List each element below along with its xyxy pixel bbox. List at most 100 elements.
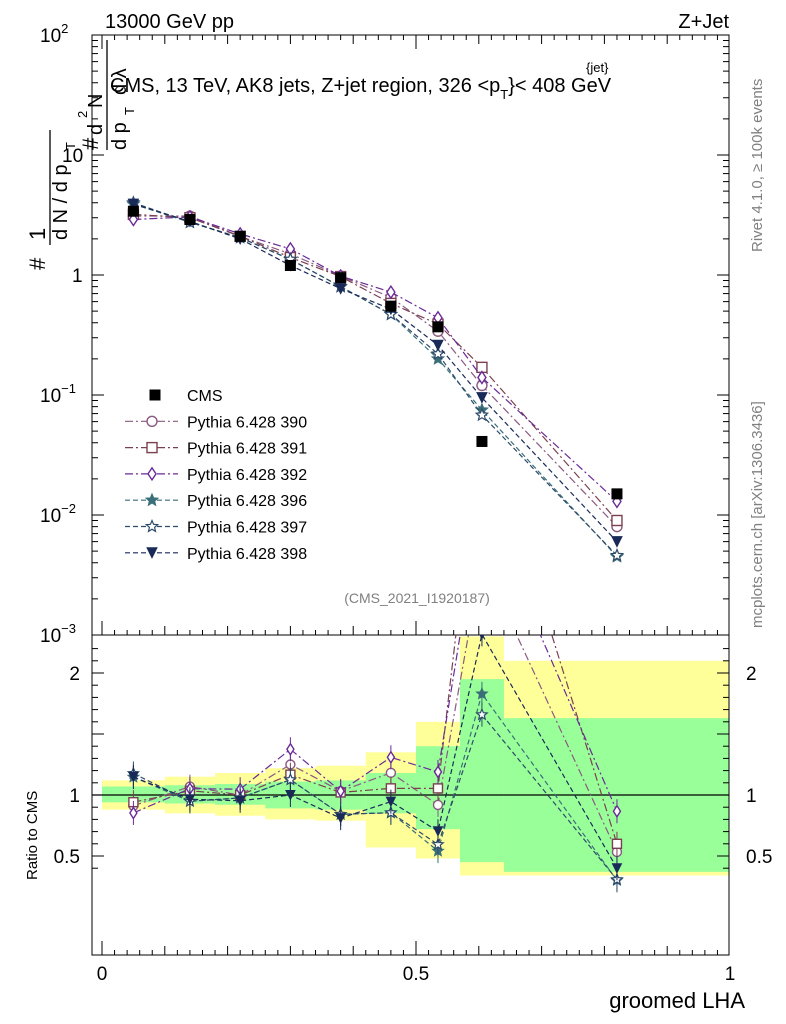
marker-data-square — [432, 321, 444, 333]
marker-diamond — [433, 765, 443, 779]
y-tick-label: 10−1 — [40, 381, 76, 407]
marker-circle — [385, 767, 397, 779]
marker-data-square — [385, 300, 397, 312]
y-tick-exp: 2 — [61, 21, 68, 36]
ratio-uncertainty-bands — [102, 636, 729, 876]
legend-label: Pythia 6.428 397 — [187, 520, 307, 537]
ratio-series — [126, 635, 624, 893]
marker-triangle-down — [184, 794, 196, 805]
ratio-tick-label: 0.5 — [54, 847, 80, 868]
marker-square — [611, 514, 623, 527]
marker-triangle-down — [432, 339, 444, 352]
marker-square — [611, 838, 623, 849]
ratio-tick-label-right: 0.5 — [746, 847, 772, 868]
ratio-tick-label-right: 1 — [746, 786, 757, 807]
marker-star — [283, 772, 298, 786]
marker-triangle-down — [432, 826, 444, 837]
legend-label: Pythia 6.428 392 — [187, 467, 307, 484]
y-tick-base: 10 — [40, 386, 61, 407]
y-tick-exp: −1 — [61, 381, 76, 396]
marker-diamond — [477, 370, 487, 385]
marker-triangle-down — [128, 772, 139, 783]
legend-label-data: CMS — [187, 388, 223, 405]
x-axis-label: groomed LHA — [609, 988, 745, 1013]
marker-diamond — [336, 784, 345, 798]
y-tick-base: 1 — [72, 266, 83, 287]
y-tick-exp: −2 — [61, 501, 76, 516]
marker-diamond — [286, 742, 295, 757]
y-tick-label: 10−2 — [40, 501, 76, 527]
y-tick-base: 10 — [62, 146, 83, 167]
title-sup: {jet} — [586, 60, 609, 75]
ratio-tick-label: 1 — [69, 786, 80, 807]
svg-text:T: T — [122, 107, 137, 115]
svg-text:#: # — [78, 137, 103, 150]
marker-star — [144, 492, 160, 507]
marker-diamond — [386, 284, 396, 300]
x-tick-label: 0 — [97, 964, 108, 985]
marker-triangle-down — [234, 795, 246, 807]
marker-triangle-down — [334, 283, 347, 295]
marker-triangle-down — [285, 790, 296, 801]
marker-star — [474, 407, 490, 422]
legend: CMS Pythia 6.428 390 Pythia 6.428 391 Pythi… — [125, 388, 307, 563]
marker-star — [475, 686, 489, 700]
marker-data-square — [284, 259, 296, 271]
y-tick-label: 10 — [62, 146, 83, 167]
y-tick-label: 10−3 — [40, 621, 76, 647]
marker-square — [432, 783, 444, 794]
svg-text:d: d — [85, 124, 107, 135]
main-series — [126, 195, 625, 563]
ratio-tick-label-right: 2 — [746, 664, 757, 685]
marker-star — [144, 518, 160, 533]
marker-star — [430, 346, 446, 361]
marker-triangle-down — [479, 635, 485, 640]
energy-label: 13000 GeV pp — [105, 11, 234, 33]
marker-circle — [432, 799, 444, 811]
marker-data-square — [184, 214, 196, 226]
y-tick-label: 102 — [40, 21, 68, 47]
y-tick-exp: −3 — [61, 621, 76, 636]
x-tick-label: 0.5 — [403, 964, 429, 985]
svg-text:d λ: d λ — [109, 68, 131, 95]
title-main: CMS, 13 TeV, AK8 jets, Z+jet region, 326… — [110, 75, 500, 97]
analysis-id: (CMS_2021_I1920187) — [344, 590, 490, 606]
process-label: Z+Jet — [678, 11, 729, 33]
marker-data-square — [476, 435, 488, 447]
marker-diamond — [129, 806, 138, 820]
marker-diamond — [386, 750, 396, 765]
mcplots-label: mcplots.cern.ch [arXiv:1306.3436] — [749, 401, 766, 628]
marker-star — [431, 837, 445, 851]
marker-star — [430, 351, 446, 365]
ratio-tick-label: 2 — [69, 664, 80, 685]
marker-triangle-down — [476, 392, 488, 404]
chart-title: CMS, 13 TeV, AK8 jets, Z+jet region, 326… — [110, 75, 612, 102]
marker-data-square — [234, 230, 246, 242]
legend-label: Pythia 6.428 390 — [187, 414, 307, 431]
marker-diamond — [612, 804, 622, 819]
svg-text:d N / d p: d N / d p — [50, 164, 72, 240]
ratio-series-clip — [126, 635, 624, 893]
marker-data-square — [127, 205, 139, 217]
marker-square — [146, 441, 158, 454]
marker-data-square — [611, 488, 623, 500]
legend-label: Pythia 6.428 391 — [187, 441, 307, 458]
svg-text:#: # — [25, 257, 50, 270]
legend-label: Pythia 6.428 396 — [187, 493, 307, 510]
svg-text:d p: d p — [109, 122, 131, 150]
marker-data-square — [335, 272, 347, 284]
marker-triangle-down — [335, 813, 346, 824]
marker-circle — [146, 415, 158, 427]
series-line — [133, 216, 618, 502]
marker-star — [475, 707, 489, 721]
y-tick-base: 10 — [40, 506, 61, 527]
series-line — [133, 203, 618, 543]
y-tick-label: 1 — [72, 266, 83, 287]
marker-triangle-down — [611, 536, 623, 548]
ratio-ylabel: Ratio to CMS — [24, 791, 41, 880]
y-tick-base: 10 — [40, 26, 61, 47]
marker-triangle-down — [385, 796, 397, 808]
marker-data-square — [149, 389, 161, 401]
